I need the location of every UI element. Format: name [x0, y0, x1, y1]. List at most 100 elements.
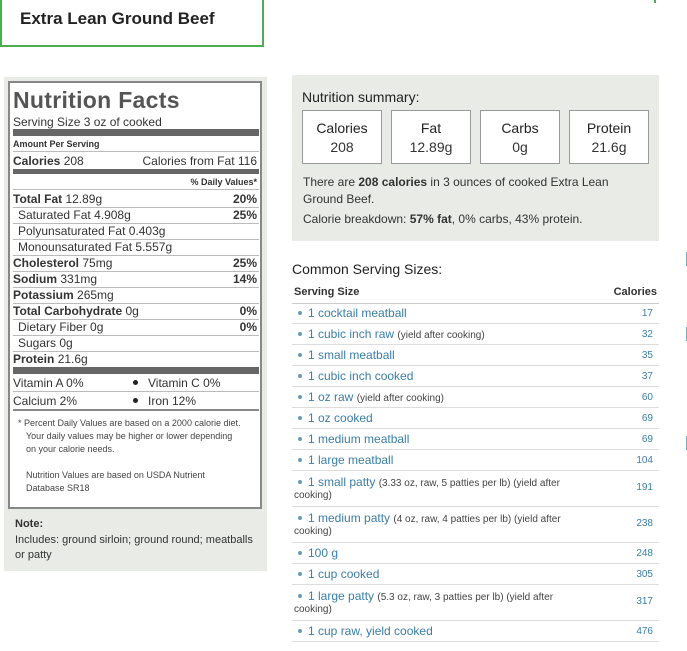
- serving-link[interactable]: 1 oz raw (yield after cooking): [308, 390, 444, 404]
- serving-name[interactable]: 1 small meatball: [308, 348, 395, 362]
- serving-name[interactable]: 1 large meatball: [308, 453, 394, 467]
- serving-row: 100 g 248: [292, 543, 659, 564]
- serving-row: 1 cup raw, yield cooked 476: [292, 621, 659, 642]
- serving-size: Serving Size 3 oz of cooked: [13, 115, 162, 129]
- serving-link[interactable]: 1 large meatball: [308, 453, 393, 467]
- nutrient-dv: 25%: [232, 208, 257, 222]
- nutrient-amount: 21.6g: [57, 352, 88, 366]
- serving-name[interactable]: 1 medium meatball: [308, 432, 410, 446]
- serving-name[interactable]: 1 oz raw: [308, 390, 354, 404]
- serving-calories[interactable]: 69: [641, 434, 653, 445]
- serving-calories[interactable]: 60: [641, 392, 653, 403]
- serving-calories[interactable]: 238: [636, 518, 653, 529]
- serving-link[interactable]: 1 cup cooked: [308, 567, 379, 581]
- nutrient-amount: 0g: [90, 320, 104, 334]
- bullet-icon: [133, 380, 138, 385]
- serving-name[interactable]: 1 cubic inch raw: [308, 327, 395, 341]
- bullet-icon: [298, 353, 302, 357]
- summary-box-carbs: Carbs 0g: [480, 110, 560, 164]
- nutrient-amount: 0.403g: [128, 224, 166, 238]
- serving-row: 1 medium meatball 69: [292, 429, 659, 450]
- divider: [13, 239, 259, 240]
- bullet-icon: [298, 458, 302, 462]
- medium-divider: [13, 169, 259, 174]
- serving-sizes-heading: Common Serving Sizes:: [292, 261, 443, 277]
- serving-link[interactable]: 1 medium patty (4 oz, raw, 4 patties per…: [308, 511, 603, 527]
- source-1: Nutrition Values are based on USDA Nutri…: [26, 470, 205, 480]
- nutrient-label: Total Fat: [13, 192, 63, 206]
- text-part-bold: 208 calories: [358, 175, 428, 189]
- divider: [13, 335, 259, 336]
- serving-link[interactable]: 1 cubic inch raw (yield after cooking): [308, 327, 485, 341]
- serving-note-cont: cooking): [294, 604, 332, 615]
- bullet-icon: [298, 311, 302, 315]
- serving-calories[interactable]: 37: [641, 371, 653, 382]
- serving-note: (3.33 oz, raw, 5 patties per lb) (yield …: [378, 478, 560, 489]
- serving-name[interactable]: 1 cup raw, yield cooked: [308, 624, 433, 638]
- serving-link[interactable]: 1 cubic inch cooked: [308, 369, 413, 383]
- footnote-1: * Percent Daily Values are based on a 20…: [18, 418, 241, 428]
- serving-name[interactable]: 1 cocktail meatball: [308, 306, 407, 320]
- divider: [13, 223, 259, 224]
- nutrient-label: Protein: [13, 352, 55, 366]
- serving-link[interactable]: 1 oz cooked: [308, 411, 373, 425]
- calories-value: 208: [63, 154, 84, 168]
- vitamin-a: Vitamin A 0%: [13, 376, 84, 390]
- serving-calories[interactable]: 191: [636, 482, 653, 493]
- serving-calories[interactable]: 104: [636, 455, 653, 466]
- summary-box-value: 21.6g: [591, 139, 627, 155]
- divider: [13, 351, 259, 352]
- calories-label: Calories: [13, 154, 61, 168]
- serving-link[interactable]: 1 cup raw, yield cooked: [308, 624, 433, 638]
- source-2: Database SR18: [26, 483, 90, 493]
- serving-calories[interactable]: 248: [636, 548, 653, 559]
- calories-row: Calories 208: [13, 154, 84, 168]
- divider: [13, 319, 259, 320]
- serving-row: 1 oz raw (yield after cooking) 60: [292, 387, 659, 408]
- bullet-icon: [298, 629, 302, 633]
- nutrient-label: Potassium: [13, 288, 74, 302]
- serving-calories[interactable]: 305: [636, 569, 653, 580]
- footnote-3: on your calorie needs.: [26, 444, 115, 454]
- serving-note: (4 oz, raw, 4 patties per lb) (yield aft…: [393, 514, 561, 525]
- serving-name[interactable]: 1 large patty: [308, 589, 375, 603]
- serving-name[interactable]: 100 g: [308, 546, 339, 560]
- nutrient-amount: 0g: [59, 336, 73, 350]
- nutrient-row: Monounsaturated Fat 5.557g: [18, 240, 172, 254]
- calcium: Calcium 2%: [13, 394, 78, 408]
- serving-name[interactable]: 1 oz cooked: [308, 411, 373, 425]
- serving-name[interactable]: 1 small patty: [308, 475, 376, 489]
- divider: [13, 391, 259, 392]
- nutrient-dv: 0%: [239, 304, 257, 318]
- serving-row: 1 cubic inch raw (yield after cooking) 3…: [292, 324, 659, 345]
- serving-calories[interactable]: 317: [636, 596, 653, 607]
- serving-link[interactable]: 100 g: [308, 546, 338, 560]
- serving-link[interactable]: 1 medium meatball: [308, 432, 409, 446]
- divider: [13, 255, 259, 256]
- serving-name[interactable]: 1 cubic inch cooked: [308, 369, 414, 383]
- serving-calories[interactable]: 69: [641, 413, 653, 424]
- serving-name[interactable]: 1 cup cooked: [308, 567, 380, 581]
- nutrient-row: Potassium 265mg: [13, 288, 114, 302]
- serving-link[interactable]: 1 small meatball: [308, 348, 395, 362]
- serving-calories[interactable]: 17: [641, 308, 653, 319]
- serving-link[interactable]: 1 cocktail meatball: [308, 306, 407, 320]
- nutrient-row: Saturated Fat 4.908g: [18, 208, 131, 222]
- serving-link[interactable]: 1 large patty (5.3 oz, raw, 3 patties pe…: [308, 589, 603, 605]
- summary-heading: Nutrition summary:: [302, 89, 420, 105]
- divider: [13, 151, 259, 152]
- footnote-2: Your daily values may be higher or lower…: [26, 431, 233, 441]
- serving-calories[interactable]: 476: [636, 626, 653, 637]
- serving-calories[interactable]: 35: [641, 350, 653, 361]
- serving-link[interactable]: 1 small patty (3.33 oz, raw, 5 patties p…: [308, 475, 603, 491]
- serving-row: 1 cup cooked 305: [292, 564, 659, 585]
- summary-box-value: 12.89g: [409, 139, 453, 155]
- serving-row: 1 large patty (5.3 oz, raw, 3 patties pe…: [292, 585, 659, 621]
- serving-note-cont: cooking): [294, 526, 332, 537]
- nutrient-row: Dietary Fiber 0g: [18, 320, 103, 334]
- serving-row: 1 cubic inch cooked 37: [292, 366, 659, 387]
- food-title: Extra Lean Ground Beef: [20, 9, 215, 28]
- serving-name[interactable]: 1 medium patty: [308, 511, 391, 525]
- serving-calories[interactable]: 32: [641, 329, 653, 340]
- nutrient-label: Sodium: [13, 272, 57, 286]
